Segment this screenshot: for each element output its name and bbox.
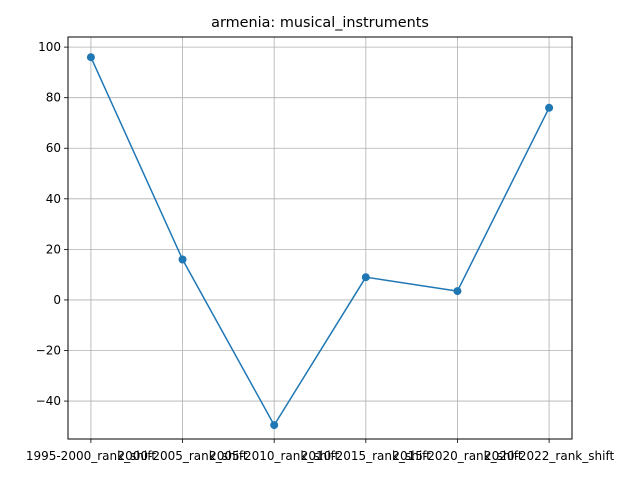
y-tick-label: −40 [36,394,61,408]
x-tick-label: 2005-2010_rank_shift [209,449,339,463]
data-series [86,53,554,430]
data-point [270,421,279,430]
x-axis-ticks: 1995-2000_rank_shift2000-2005_rank_shift… [26,439,614,463]
grid-lines [68,37,572,439]
x-tick-label: 2020-2022_rank_shift [484,449,614,463]
plot-area-frame [67,36,573,440]
y-tick-label: −20 [36,344,61,358]
y-tick-label: 0 [53,293,61,307]
chart-title: armenia: musical_instruments [211,15,429,31]
y-tick-label: 20 [46,242,61,256]
x-tick-label: 2015-2020_rank_shift [392,449,522,463]
x-tick-label: 2000-2005_rank_shift [117,449,247,463]
y-tick-label: 40 [46,192,61,206]
y-axis-ticks: −40 −20 0 20 40 60 80 100 [36,40,68,408]
data-point [453,287,462,296]
data-point [361,273,370,282]
x-tick-label: 1995-2000_rank_shift [26,449,156,463]
x-tick-label: 2010-2015_rank_shift [301,449,431,463]
data-point [178,255,187,264]
y-tick-label: 100 [38,40,61,54]
data-point [545,103,554,112]
data-point [86,53,95,62]
series-line [90,56,550,426]
y-tick-label: 60 [46,141,61,155]
y-tick-label: 80 [46,91,61,105]
